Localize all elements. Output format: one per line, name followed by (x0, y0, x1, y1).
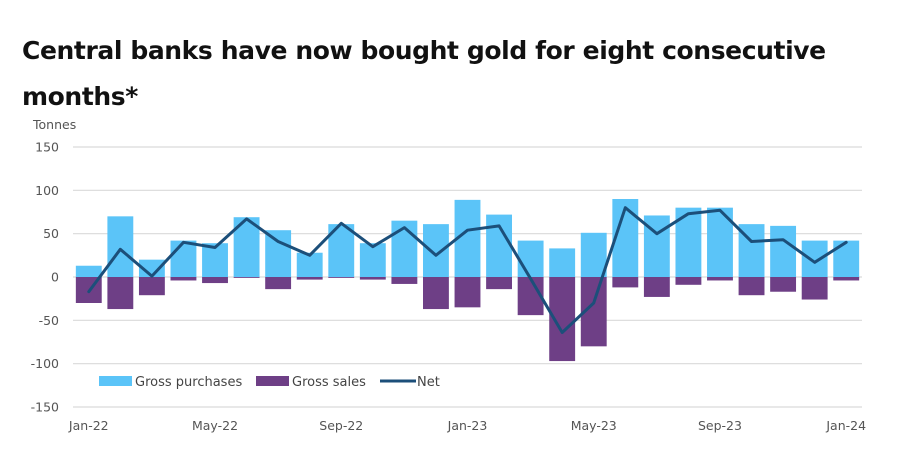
bar-gross-purchases (170, 240, 197, 277)
y-tick-label: 150 (35, 140, 59, 155)
bar-gross-sales (359, 277, 386, 280)
x-tick-label: Jan-24 (825, 418, 866, 433)
x-tick-label: Sep-22 (319, 418, 363, 433)
bar-gross-sales (833, 277, 860, 281)
bar-gross-purchases (75, 265, 102, 277)
legend-label-gross-sales: Gross sales (292, 375, 366, 390)
bar-gross-sales (170, 277, 197, 281)
y-tick-label: -150 (31, 400, 59, 415)
bar-gross-sales (454, 277, 481, 308)
y-tick-label: -50 (39, 313, 59, 328)
chart-title: Central banks have now bought gold for e… (22, 36, 826, 111)
bar-gross-purchases (801, 240, 828, 277)
bar-gross-sales (738, 277, 765, 296)
legend-label-net: Net (417, 375, 440, 390)
y-axis-ticks: 150 100 50 0 -50 -100 -150 (31, 140, 59, 415)
bar-gross-purchases (549, 248, 576, 277)
bar-gross-sales (675, 277, 702, 285)
net-line-group (87, 206, 848, 334)
y-tick-label: 50 (43, 226, 59, 241)
y-tick-label: -100 (31, 356, 59, 371)
bar-gross-sales (265, 277, 292, 290)
legend-swatch-gross-purchases (99, 376, 132, 386)
y-axis-label: Tonnes (32, 117, 76, 132)
bar-gross-purchases (580, 232, 607, 277)
x-tick-label: Sep-23 (698, 418, 742, 433)
legend-label-gross-purchases: Gross purchases (135, 375, 242, 390)
bar-gross-sales (486, 277, 512, 290)
bar-gross-purchases (423, 224, 449, 277)
bar-gross-purchases (107, 216, 134, 277)
y-tick-label: 100 (35, 183, 59, 198)
bar-gross-sales (107, 277, 134, 310)
bar-gross-purchases (265, 230, 292, 277)
bar-gross-sales (770, 277, 797, 292)
x-tick-label: May-22 (192, 418, 238, 433)
y-tick-label: 0 (51, 270, 59, 285)
bar-gross-sales (296, 277, 323, 280)
bar-gross-purchases (833, 240, 860, 277)
x-tick-label: May-23 (571, 418, 617, 433)
bar-gross-purchases (359, 243, 386, 277)
bar-gross-purchases (517, 240, 544, 277)
x-tick-label: Jan-23 (447, 418, 488, 433)
bar-gross-sales (391, 277, 418, 284)
bar-gross-sales (707, 277, 733, 281)
legend: Gross purchases Gross sales Net (99, 375, 440, 390)
bar-gross-sales (138, 277, 165, 296)
bar-gross-sales (202, 277, 228, 284)
bar-gross-purchases (770, 225, 797, 277)
bar-gross-sales (612, 277, 639, 288)
bar-gross-sales (643, 277, 670, 297)
bar-gross-sales (423, 277, 449, 310)
x-axis-ticks: Jan-22 May-22 Sep-22 Jan-23 May-23 Sep-23 Jan-… (68, 418, 866, 433)
legend-swatch-gross-sales (256, 376, 289, 386)
bar-gross-purchases (486, 214, 512, 277)
bar-gross-sales (801, 277, 828, 300)
bar-gross-sales (233, 277, 260, 278)
bar-gross-purchases (391, 220, 418, 277)
x-tick-label: Jan-22 (68, 418, 109, 433)
bars (75, 199, 860, 362)
bar-gross-sales (328, 277, 355, 278)
bar-gross-purchases (138, 259, 165, 277)
